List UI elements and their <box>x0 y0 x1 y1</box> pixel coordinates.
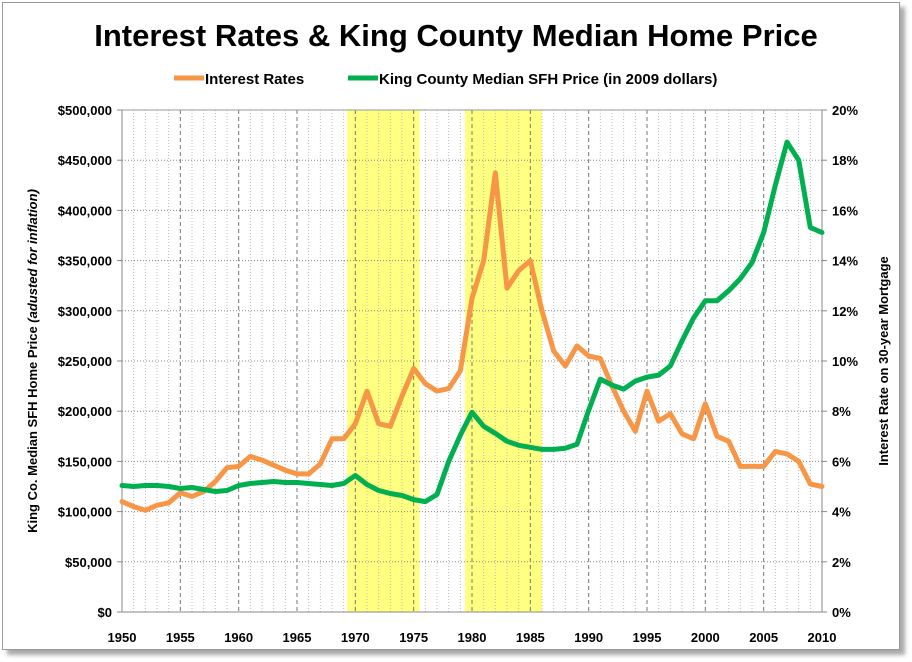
y-left-tick-label: $200,000 <box>58 404 112 419</box>
legend-label-interest-rates: Interest Rates <box>205 71 304 88</box>
series-line-interest-rates <box>119 170 825 513</box>
y-left-tick-label: $150,000 <box>58 454 112 469</box>
x-tick-label: 2005 <box>749 630 778 645</box>
y-right-tick-label: 6% <box>832 454 851 469</box>
y-left-tick-label: $350,000 <box>58 254 112 269</box>
y-right-tick-label: 8% <box>832 404 851 419</box>
y-right-tick-label: 12% <box>832 304 858 319</box>
y-right-tick-label: 20% <box>832 103 858 118</box>
y-right-tick-label: 16% <box>832 203 858 218</box>
y-left-tick-label: $400,000 <box>58 203 112 218</box>
legend-label-king-county: King County Median SFH Price (in 2009 do… <box>379 71 717 88</box>
y-right-tick-label: 18% <box>832 153 858 168</box>
x-tick-label: 2000 <box>691 630 720 645</box>
x-tick-label: 1955 <box>166 630 195 645</box>
chart-title: Interest Rates & King County Median Home… <box>94 18 817 53</box>
x-tick-label: 1970 <box>341 630 370 645</box>
y-left-tick-label: $500,000 <box>58 103 112 118</box>
x-tick-label: 2010 <box>808 630 837 645</box>
y-left-tick-label: $50,000 <box>65 555 112 570</box>
x-tick-label: 1995 <box>633 630 662 645</box>
series-line-king-county-price <box>119 139 825 505</box>
y-axis-right-label: Interest Rate on 30-year Mortgage <box>876 256 891 466</box>
y-right-tick-label: 0% <box>832 605 851 620</box>
x-tick-label: 1985 <box>516 630 545 645</box>
y-right-tick-label: 2% <box>832 555 851 570</box>
y-left-tick-label: $450,000 <box>58 153 112 168</box>
y-right-tick-label: 14% <box>832 254 858 269</box>
y-left-tick-label: $250,000 <box>58 354 112 369</box>
y-right-tick-label: 10% <box>832 354 858 369</box>
y-left-tick-label: $100,000 <box>58 505 112 520</box>
x-tick-label: 1980 <box>458 630 487 645</box>
legend: Interest Rates King County Median SFH Pr… <box>174 71 717 88</box>
x-tick-label: 1975 <box>399 630 428 645</box>
y-left-tick-label: $0 <box>98 605 112 620</box>
y-right-tick-label: 4% <box>832 505 851 520</box>
x-tick-label: 1990 <box>574 630 603 645</box>
y-axis-left-label: King Co. Median SFH Home Price (adusted … <box>25 189 40 533</box>
x-tick-label: 1965 <box>283 630 312 645</box>
x-tick-label: 1950 <box>108 630 137 645</box>
x-tick-label: 1960 <box>224 630 253 645</box>
y-left-tick-label: $300,000 <box>58 304 112 319</box>
